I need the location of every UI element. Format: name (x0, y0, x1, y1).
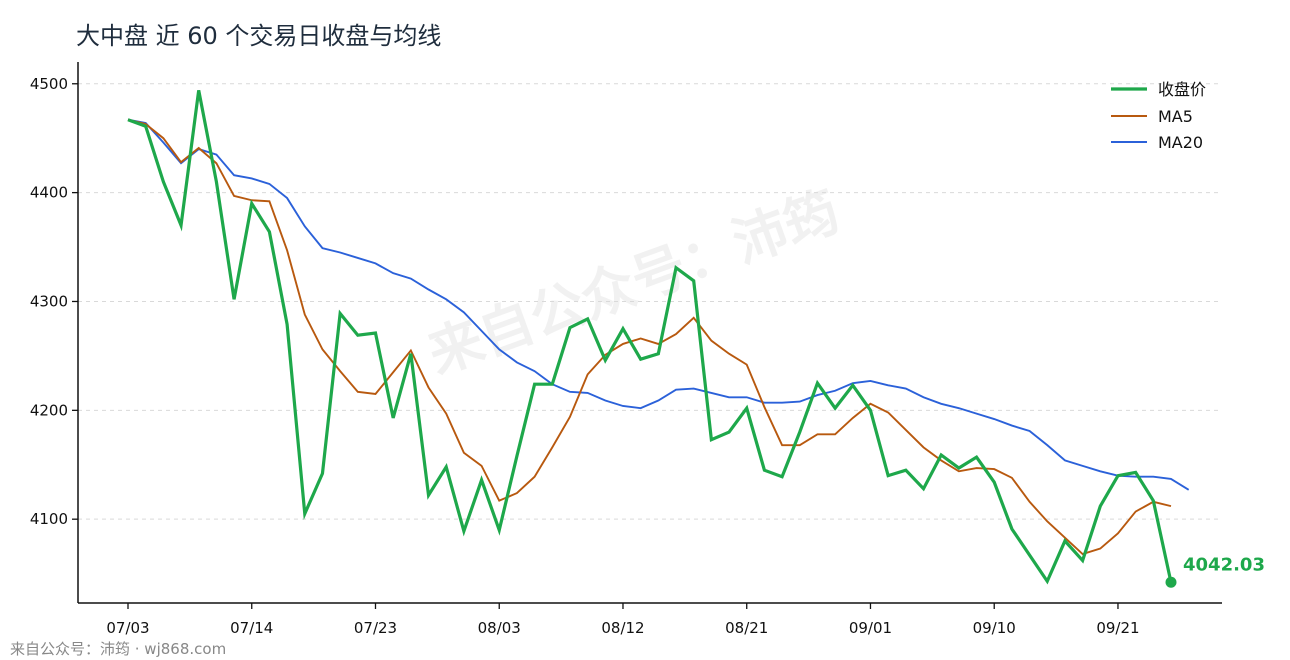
x-tick-label: 08/03 (478, 619, 521, 637)
y-tick-layer: 4100 4200 4300 4400 4500 (30, 75, 78, 528)
last-close-point (1165, 576, 1177, 588)
legend-label: MA5 (1158, 107, 1193, 126)
grid-layer (78, 83, 1222, 520)
chart-title: 大中盘 近 60 个交易日收盘与均线 (76, 22, 441, 50)
x-tick-layer: 07/03 07/14 07/23 08/03 08/12 08/21 09/01 09/10… (106, 603, 1140, 637)
series-layer (127, 89, 1190, 585)
series-line-ma5 (127, 118, 1172, 556)
legend-label: 收盘价 (1158, 80, 1206, 99)
y-tick-label: 4500 (30, 75, 68, 93)
y-tick-label: 4100 (30, 510, 68, 528)
axes-layer (77, 62, 1222, 604)
x-tick-label: 08/12 (601, 619, 644, 637)
y-tick-label: 4200 (30, 401, 68, 419)
series-line-close (127, 89, 1173, 585)
last-close-value-label: 4042.03 (1183, 554, 1265, 575)
x-tick-label: 08/21 (725, 619, 768, 637)
legend-label: MA20 (1158, 133, 1203, 152)
x-tick-label: 09/21 (1096, 619, 1139, 637)
legend: 收盘价 MA5 MA20 (1111, 80, 1206, 152)
series-line-ma20 (127, 118, 1190, 491)
x-tick-label: 09/10 (973, 619, 1016, 637)
x-tick-label: 07/23 (354, 619, 397, 637)
y-tick-label: 4400 (30, 184, 68, 202)
x-tick-label: 07/14 (230, 619, 273, 637)
watermark-text: 来自公众号：沛筠 (420, 179, 847, 386)
y-tick-label: 4300 (30, 292, 68, 310)
x-tick-label: 07/03 (106, 619, 149, 637)
footer-watermark-text: 来自公众号：沛筠 · wj868.com (10, 640, 226, 658)
x-tick-label: 09/01 (849, 619, 892, 637)
